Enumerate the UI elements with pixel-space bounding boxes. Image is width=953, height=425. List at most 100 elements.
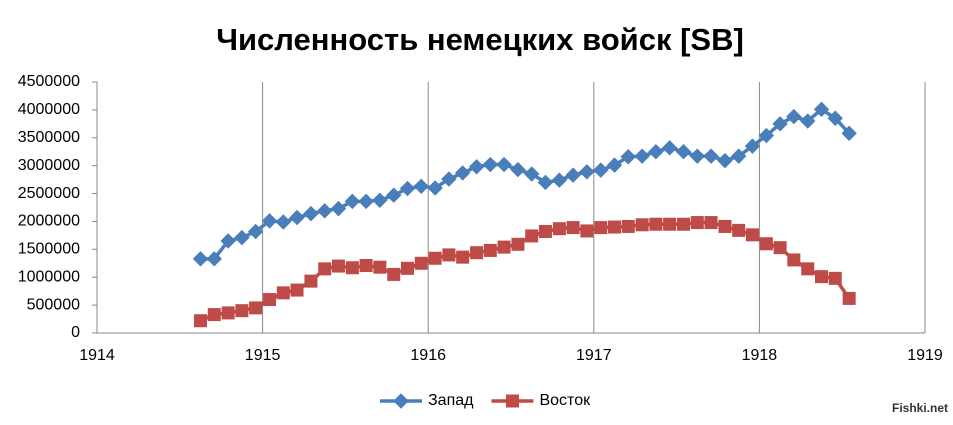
marker (399, 180, 416, 197)
x-tick-label: 1917 (576, 347, 612, 364)
y-tick-label: 2000000 (18, 213, 80, 230)
legend-label: Запад (428, 392, 474, 409)
marker (717, 152, 733, 169)
marker (427, 180, 443, 196)
marker (689, 148, 706, 164)
marker (565, 167, 581, 183)
marker (827, 110, 843, 126)
marker (261, 213, 278, 229)
marker (194, 314, 207, 328)
marker (677, 217, 691, 231)
marker (373, 260, 387, 274)
marker (745, 228, 759, 242)
marker (413, 178, 429, 195)
marker (635, 218, 649, 232)
marker (331, 259, 345, 273)
y-tick-label: 2500000 (18, 185, 80, 202)
marker (221, 306, 235, 320)
marker (442, 248, 456, 262)
marker (496, 156, 512, 173)
y-tick-label: 4000000 (18, 101, 80, 118)
marker (551, 172, 568, 188)
y-tick-label: 1000000 (18, 268, 80, 285)
marker (249, 301, 263, 315)
y-tick-label: 1500000 (18, 241, 80, 258)
marker (537, 174, 554, 191)
marker (663, 217, 677, 231)
marker (428, 251, 442, 265)
marker (220, 233, 236, 249)
marker (772, 116, 788, 132)
y-tick-label: 500000 (27, 296, 80, 313)
marker (359, 259, 373, 273)
marker (620, 149, 636, 165)
marker (744, 138, 761, 154)
marker (456, 250, 470, 264)
watermark: Fishki.net (892, 401, 948, 415)
marker (594, 221, 608, 235)
marker (441, 171, 457, 187)
marker (483, 243, 497, 257)
marker (523, 166, 540, 182)
marker (206, 251, 222, 267)
marker (801, 262, 815, 276)
marker (414, 256, 428, 270)
marker (497, 240, 511, 254)
marker (648, 144, 664, 160)
x-tick-label: 1916 (410, 347, 446, 364)
marker (579, 164, 595, 180)
marker (345, 261, 359, 275)
marker (318, 262, 332, 276)
marker (813, 101, 830, 118)
marker (505, 394, 519, 408)
marker (263, 293, 277, 307)
chart-title: Численность немецких войск [SB] (216, 22, 744, 57)
marker (732, 223, 746, 237)
marker (690, 216, 704, 230)
marker (593, 162, 609, 178)
marker (758, 127, 775, 144)
marker (387, 267, 401, 281)
marker (580, 224, 594, 238)
x-tick-label: 1914 (79, 347, 115, 364)
marker (703, 148, 719, 164)
legend-label: Восток (539, 392, 591, 409)
y-tick-label: 0 (71, 324, 80, 341)
marker (773, 241, 787, 255)
x-tick-label: 1915 (245, 347, 281, 364)
x-tick-label: 1919 (907, 347, 943, 364)
marker (787, 253, 801, 267)
marker (344, 193, 361, 210)
marker (621, 219, 635, 233)
marker (330, 200, 347, 217)
marker (304, 274, 318, 288)
marker (800, 113, 816, 129)
marker (316, 203, 333, 219)
marker (393, 393, 409, 409)
marker (718, 219, 732, 233)
marker (525, 229, 539, 243)
y-tick-label: 3500000 (18, 129, 80, 146)
marker (234, 229, 250, 246)
y-tick-label: 4500000 (18, 73, 80, 90)
marker (552, 222, 566, 236)
marker (289, 209, 305, 226)
marker (815, 270, 828, 284)
marker (235, 304, 249, 318)
marker (247, 223, 264, 240)
marker (386, 187, 402, 203)
marker (828, 271, 842, 285)
marker (608, 220, 621, 234)
marker (358, 193, 374, 210)
x-tick-label: 1918 (742, 347, 778, 364)
marker (538, 224, 552, 238)
marker (303, 205, 319, 222)
marker (842, 291, 856, 305)
marker (207, 308, 221, 322)
marker (468, 159, 485, 175)
marker (275, 214, 292, 230)
marker (661, 140, 678, 156)
marker (566, 221, 580, 235)
marker (372, 192, 388, 208)
marker (634, 148, 650, 164)
